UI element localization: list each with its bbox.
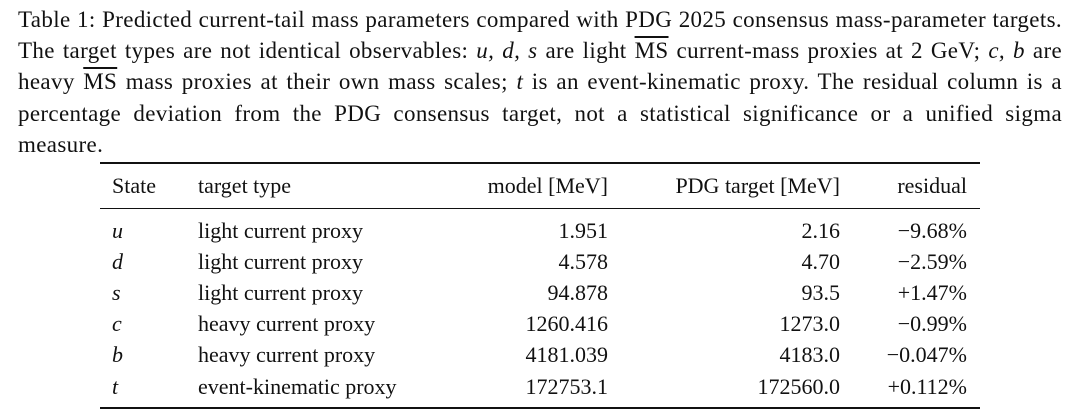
table-cell: +1.47% xyxy=(897,279,967,305)
table-cell: heavy current proxy xyxy=(198,311,376,337)
table-cell: −9.68% xyxy=(897,217,967,243)
table-cell: 1260.416 xyxy=(525,311,609,337)
table-cell: 94.878 xyxy=(547,279,609,305)
table-cell: s xyxy=(112,279,121,305)
table-cell: −0.99% xyxy=(897,311,967,337)
data-table: State target type model [MeV] PDG target [M… xyxy=(100,162,980,409)
table-cell: light current proxy xyxy=(198,279,363,305)
table-cell: 93.5 xyxy=(801,279,841,305)
caption-text: are light xyxy=(537,38,635,64)
table-row: d light current proxy 4.578 4.70 −2.59% xyxy=(100,246,980,277)
column-header: model [MeV] xyxy=(487,173,608,198)
caption-text: mass proxies at their own mass scales; xyxy=(117,69,517,95)
table-cell: heavy current proxy xyxy=(198,342,376,368)
caption-math: t xyxy=(516,69,524,95)
table-row: b heavy current proxy 4181.039 4183.0 −0.047… xyxy=(100,340,980,371)
table-row: s light current proxy 94.878 93.5 +1.47% xyxy=(100,277,980,308)
caption-label: Table 1: xyxy=(18,7,96,32)
table-row: u light current proxy 1.951 2.16 −9.68% xyxy=(100,209,980,247)
table-cell: 4183.0 xyxy=(779,342,841,368)
table-cell: u xyxy=(112,217,123,243)
caption-math: MS xyxy=(83,69,118,95)
table-cell: d xyxy=(112,248,123,274)
caption-text: Predicted current-tail mass parameters c… xyxy=(18,7,1062,64)
caption-math: MS xyxy=(634,38,669,64)
table-cell: +0.112% xyxy=(887,373,967,399)
table-cell: 4.70 xyxy=(801,248,841,274)
caption-text: current-mass proxies at 2 GeV; xyxy=(668,38,989,64)
table-cell: 2.16 xyxy=(801,217,841,243)
caption-math: c, b xyxy=(988,38,1025,64)
caption-math: u, d, s xyxy=(476,38,538,64)
table-cell: 4181.039 xyxy=(525,342,609,368)
column-header: target type xyxy=(198,173,292,198)
table-cell: 1.951 xyxy=(558,217,609,243)
table-cell: light current proxy xyxy=(198,217,363,243)
table-cell: event-kinematic proxy xyxy=(198,373,397,399)
table-cell: −0.047% xyxy=(886,342,967,368)
table-cell: t xyxy=(112,373,119,399)
column-header: residual xyxy=(897,173,967,198)
table-row: t event-kinematic proxy 172753.1 172560.0 +0… xyxy=(100,371,980,409)
header-row: State target type model [MeV] PDG target [M… xyxy=(100,163,980,209)
table-cell: b xyxy=(112,342,123,368)
table-cell: light current proxy xyxy=(198,248,363,274)
table-cell: −2.59% xyxy=(897,248,967,274)
table-cell: c xyxy=(112,311,122,337)
caption-text: are heavy xyxy=(18,38,1063,95)
table-cell: 172560.0 xyxy=(757,373,841,399)
table-cell: 172753.1 xyxy=(525,373,609,399)
caption-text: is an event-kinematic proxy. The residua… xyxy=(18,69,1062,157)
table-cell: 1273.0 xyxy=(779,311,841,337)
table-body: u light current proxy 1.951 2.16 −9.68% d ligh… xyxy=(100,209,980,409)
table-caption: Table 1: Predicted current-tail mass par… xyxy=(18,4,1062,160)
table-row: c heavy current proxy 1260.416 1273.0 −0.99% xyxy=(100,309,980,340)
column-header: State xyxy=(112,173,156,198)
column-header: PDG target [MeV] xyxy=(675,173,840,198)
table-cell: 4.578 xyxy=(558,248,609,274)
